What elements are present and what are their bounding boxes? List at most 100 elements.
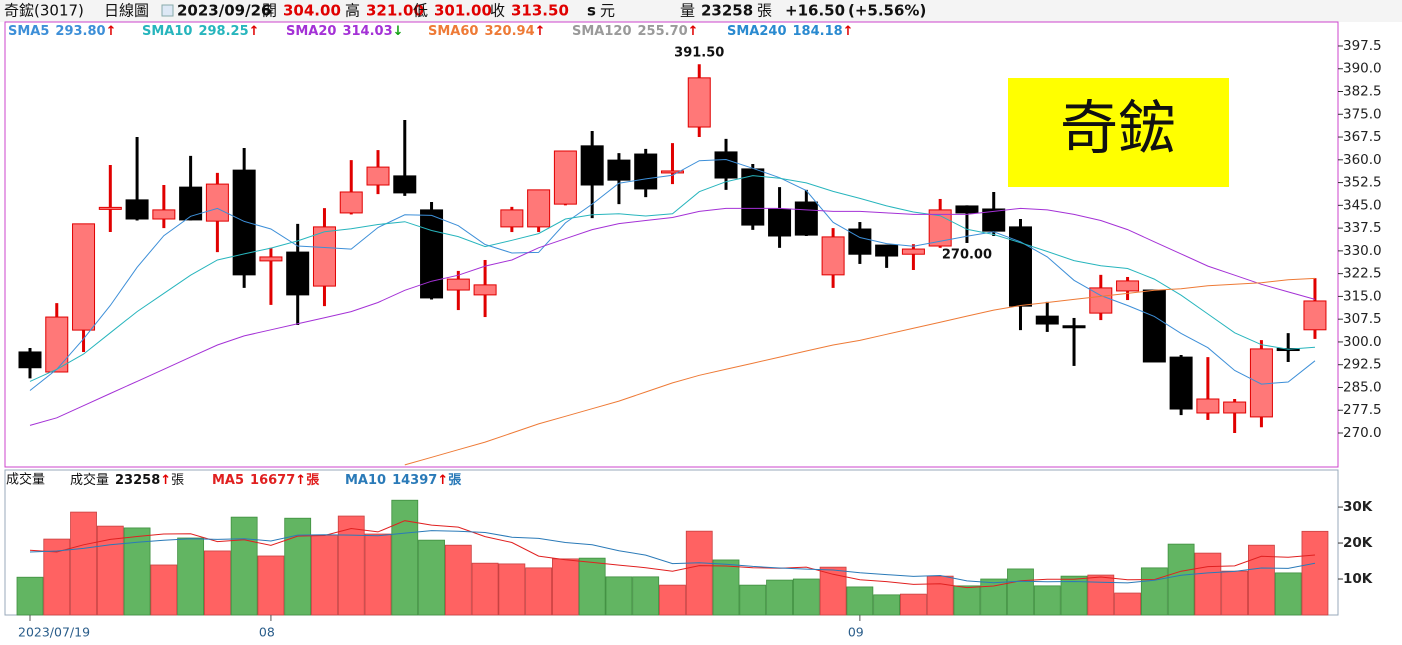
candle-body xyxy=(393,175,417,194)
ma-line xyxy=(404,277,1316,466)
close-value: 313.50 xyxy=(511,2,569,20)
volume-bar xyxy=(926,575,954,616)
volume-bar xyxy=(873,594,901,616)
y-tick-label: 20K xyxy=(1343,535,1373,551)
y-tick-label: 397.5 xyxy=(1343,38,1382,54)
legend-entry: SMA120 255.70↑ xyxy=(572,24,699,39)
candle-body xyxy=(205,183,229,222)
candle-body xyxy=(286,251,310,296)
volume-bar xyxy=(177,537,205,616)
legend-value: 255.70 xyxy=(638,24,688,39)
legend-value: 16677 xyxy=(250,473,295,488)
volume-bar xyxy=(659,584,686,616)
high-value: 321.00 xyxy=(366,2,424,20)
candle-body xyxy=(72,223,96,331)
legend-arrow: ↑ xyxy=(160,473,171,488)
y-tick-label: 330.0 xyxy=(1343,243,1382,259)
candle-body xyxy=(98,206,122,210)
ma-line xyxy=(29,207,1316,426)
volume-bar xyxy=(1221,570,1249,616)
calendar-icon[interactable] xyxy=(161,4,174,17)
volume-bar xyxy=(900,593,927,616)
candle-body xyxy=(901,248,925,255)
legend-entry: SMA60 320.94↑ xyxy=(428,24,546,39)
volume-bar xyxy=(230,516,258,616)
volume-bar xyxy=(471,562,499,616)
volume-bar xyxy=(525,567,553,616)
volume-bar xyxy=(739,584,767,616)
s-mark: s xyxy=(587,2,596,20)
volume-bar xyxy=(846,586,874,616)
legend-name: MA5 xyxy=(212,473,244,488)
legend-name: SMA10 xyxy=(142,24,192,39)
candle-body xyxy=(125,199,149,220)
candle-body xyxy=(580,145,604,186)
open-value: 304.00 xyxy=(283,2,341,20)
volume-bar xyxy=(1274,572,1302,616)
volume-title: 成交量 xyxy=(6,472,45,488)
y-tick-label: 315.0 xyxy=(1343,288,1382,304)
volume-unit: 張 xyxy=(757,2,772,20)
volume-bar xyxy=(1301,530,1329,616)
candle-body xyxy=(1196,398,1220,414)
high-label: 391.50 xyxy=(674,46,724,61)
volume-bar xyxy=(70,511,97,616)
legend-name: 成交量 xyxy=(70,472,109,488)
candle-body xyxy=(420,209,444,299)
legend-arrow: ↑ xyxy=(106,24,117,39)
candle-body xyxy=(259,256,283,262)
watermark-box xyxy=(1008,78,1229,187)
candle-body xyxy=(366,166,390,186)
candle-body xyxy=(1089,287,1113,314)
candle-body xyxy=(1303,300,1327,331)
candle-body xyxy=(18,351,42,369)
candle-body xyxy=(687,77,711,128)
legend-arrow: ↑ xyxy=(535,24,546,39)
close-label: 收 xyxy=(490,2,505,20)
volume-bar xyxy=(1033,585,1061,616)
y-tick-label: 300.0 xyxy=(1343,334,1382,350)
legend-unit: 張 xyxy=(306,473,320,488)
legend-entry: 成交量 23258↑張 xyxy=(70,472,184,488)
legend-value: 298.25 xyxy=(198,24,248,39)
volume-bar xyxy=(1167,543,1195,616)
ma-line xyxy=(29,520,1316,589)
y-tick-label: 277.5 xyxy=(1343,402,1382,418)
y-tick-label: 285.0 xyxy=(1343,379,1382,395)
legend-unit: 張 xyxy=(171,473,184,488)
candle-body xyxy=(1249,348,1273,418)
x-tick-label: 09 xyxy=(848,625,864,640)
legend-value: 23258 xyxy=(115,473,160,488)
volume-bar xyxy=(418,539,445,616)
y-tick-label: 375.0 xyxy=(1343,106,1382,122)
low-label: 270.00 xyxy=(942,247,992,262)
y-tick-label: 10K xyxy=(1343,571,1373,587)
header-bar xyxy=(0,0,1402,22)
legend-entry: SMA5 293.80↑ xyxy=(8,24,116,39)
candle-body xyxy=(473,284,497,296)
candle-body xyxy=(741,168,765,226)
candle-body xyxy=(553,150,577,205)
candle-body xyxy=(1008,226,1032,307)
volume-value: 23258 xyxy=(701,2,753,20)
volume-bar xyxy=(498,563,526,616)
legend-value: 314.03 xyxy=(342,24,392,39)
y-tick-label: 390.0 xyxy=(1343,61,1382,77)
candle-body xyxy=(1035,315,1059,325)
volume-bar xyxy=(1194,552,1222,616)
legend-value: 14397 xyxy=(392,473,437,488)
currency: 元 xyxy=(600,2,615,20)
volume-bar xyxy=(1007,568,1034,616)
volume-bar xyxy=(284,517,312,616)
volume-bar xyxy=(203,550,231,616)
candle-body xyxy=(794,201,818,236)
candle-body xyxy=(821,236,845,276)
volume-bar xyxy=(685,530,713,616)
candle-body xyxy=(1116,280,1140,292)
volume-bar xyxy=(444,544,472,616)
legend-name: SMA60 xyxy=(428,24,478,39)
legend-name: SMA5 xyxy=(8,24,49,39)
candle-body xyxy=(45,316,69,373)
y-tick-label: 307.5 xyxy=(1343,311,1382,327)
volume-bar xyxy=(150,564,178,616)
